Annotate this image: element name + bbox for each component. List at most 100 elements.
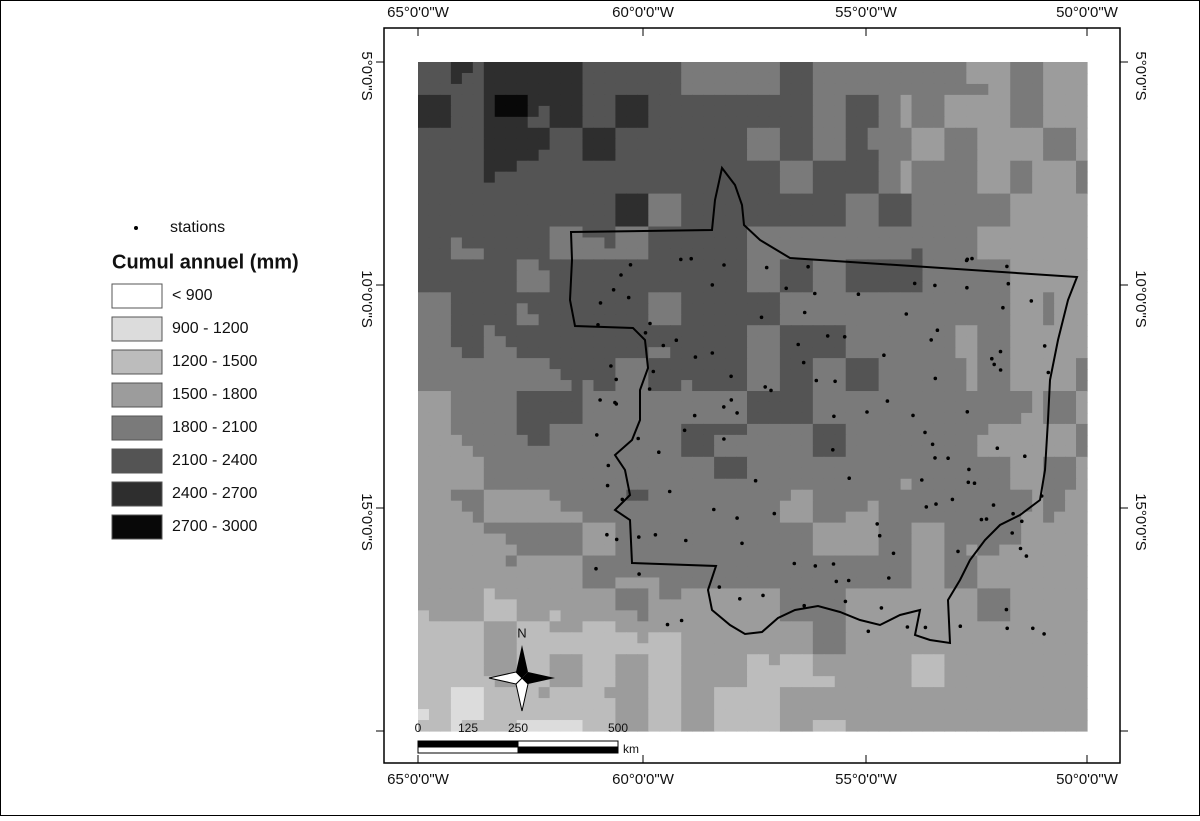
raster-cell	[626, 456, 638, 469]
legend-swatch	[111, 316, 163, 342]
raster-cell	[856, 500, 869, 513]
raster-cell	[560, 149, 573, 162]
raster-cell	[1010, 105, 1022, 118]
raster-cell	[812, 654, 825, 666]
raster-cell	[900, 336, 913, 348]
raster-cell	[736, 116, 748, 129]
raster-cell	[790, 599, 803, 611]
raster-cell	[933, 204, 946, 217]
raster-cell	[681, 511, 693, 524]
raster-cell	[801, 347, 814, 359]
raster-cell	[450, 292, 463, 304]
raster-cell	[1021, 292, 1033, 304]
raster-cell	[988, 270, 1000, 282]
raster-cell	[670, 149, 682, 162]
raster-cell	[1076, 171, 1088, 184]
raster-cell	[911, 456, 924, 469]
raster-cell	[834, 599, 847, 611]
raster-cell	[779, 412, 792, 425]
raster-cell	[593, 358, 606, 370]
raster-cell	[966, 621, 978, 633]
raster-cell	[703, 533, 715, 546]
raster-cell	[1010, 160, 1022, 173]
raster-cell	[648, 412, 660, 425]
raster-cell	[801, 94, 814, 107]
raster-cell	[670, 643, 682, 655]
raster-cell	[1010, 138, 1022, 151]
raster-cell	[593, 665, 606, 677]
raster-cell	[900, 391, 913, 403]
raster-cell	[1065, 138, 1077, 151]
raster-cell	[604, 434, 617, 447]
raster-cell	[1032, 456, 1044, 469]
raster-cell	[736, 412, 748, 425]
raster-cell	[1021, 347, 1033, 359]
raster-cell	[900, 544, 913, 557]
raster-cell	[922, 577, 935, 590]
raster-cell	[933, 412, 946, 425]
raster-cell	[1043, 105, 1055, 118]
raster-cell	[692, 325, 704, 337]
raster-cell	[418, 434, 430, 447]
raster-cell	[812, 292, 825, 304]
raster-cell	[1054, 555, 1066, 568]
raster-cell	[725, 643, 737, 655]
raster-cell	[692, 270, 704, 282]
raster-cell	[790, 83, 803, 96]
raster-cell	[801, 325, 814, 337]
raster-cell	[637, 720, 649, 732]
raster-cell	[659, 566, 671, 579]
raster-cell	[955, 412, 967, 425]
raster-cell	[999, 259, 1011, 271]
raster-cell	[418, 72, 430, 85]
station	[934, 502, 938, 506]
station	[710, 283, 715, 287]
raster-cell	[472, 149, 485, 162]
raster-cell	[801, 654, 814, 666]
raster-cell	[779, 314, 792, 326]
raster-cell	[538, 720, 551, 732]
raster-cell	[812, 336, 825, 348]
raster-cell	[703, 138, 715, 151]
raster-cell	[999, 358, 1011, 370]
raster-cell	[725, 380, 737, 392]
raster-cell	[659, 654, 671, 666]
station	[933, 283, 937, 288]
raster-cell	[681, 336, 693, 348]
raster-cell	[604, 369, 617, 381]
raster-cell	[494, 632, 507, 644]
raster-cell	[922, 391, 935, 403]
raster-cell	[593, 621, 606, 633]
raster-cell	[538, 303, 551, 315]
raster-cell	[736, 588, 748, 600]
raster-cell	[527, 709, 540, 721]
raster-cell	[845, 423, 858, 436]
raster-cell	[472, 401, 485, 414]
raster-cell	[1076, 434, 1088, 447]
raster-cell	[812, 423, 825, 436]
raster-cell	[560, 500, 573, 513]
raster-cell	[779, 709, 792, 721]
raster-cell	[845, 259, 858, 271]
longitude-label: 55°0'0"W	[835, 4, 898, 21]
raster-cell	[582, 358, 595, 370]
raster-cell	[692, 412, 704, 425]
raster-cell	[1021, 401, 1033, 414]
raster-cell	[582, 621, 595, 633]
raster-cell	[878, 643, 891, 655]
raster-cell	[757, 204, 770, 217]
raster-cell	[1043, 160, 1055, 173]
raster-cell	[878, 182, 891, 195]
raster-cell	[505, 566, 518, 579]
raster-cell	[768, 599, 781, 611]
raster-cell	[494, 215, 507, 228]
raster-cell	[670, 511, 682, 524]
raster-cell	[659, 127, 671, 140]
raster-cell	[725, 72, 737, 85]
raster-cell	[911, 654, 924, 666]
raster-cell	[878, 577, 891, 590]
station	[806, 264, 810, 269]
raster-cell	[439, 555, 452, 568]
raster-cell	[516, 369, 529, 381]
raster-cell	[418, 533, 430, 546]
